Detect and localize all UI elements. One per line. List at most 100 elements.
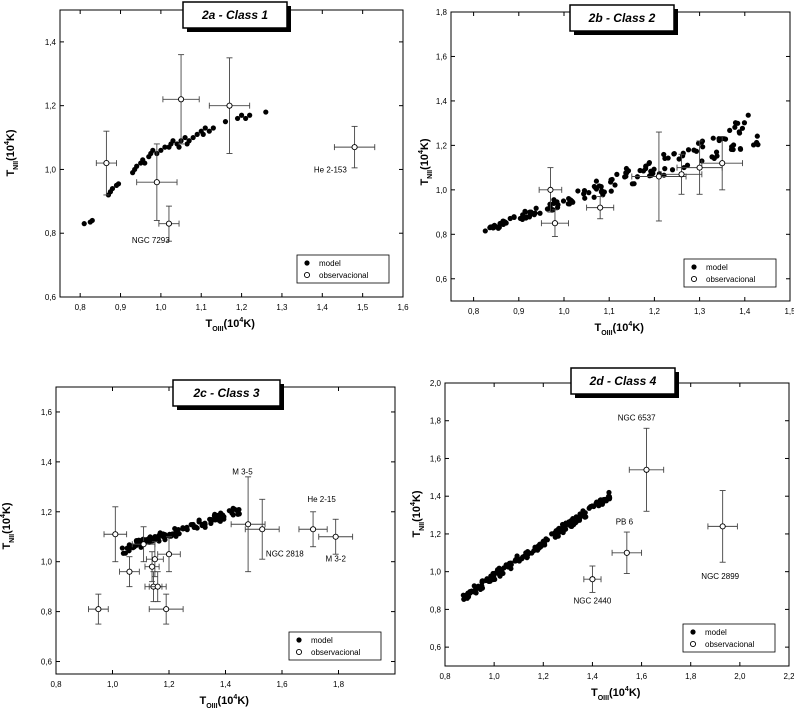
y-tick-label: 1,4 <box>436 97 448 106</box>
legend-observed-marker <box>689 640 697 648</box>
title-box <box>182 1 288 29</box>
y-tick-label: 0,8 <box>436 230 448 239</box>
model-point <box>473 590 479 596</box>
observed-point <box>244 498 280 560</box>
model-series <box>119 505 242 556</box>
chart-panel-3: 0,8 1,0 1,2 1,4 1,6 1,8 0,6 0,8 1,0 1,2 1,4 1,6 TOII… <box>0 379 396 710</box>
observed-marker <box>696 164 703 171</box>
model-point <box>482 228 488 234</box>
observed-point <box>701 136 743 191</box>
y-axis-label: TNII(104K) <box>4 129 20 176</box>
model-point <box>234 115 241 122</box>
observed-marker <box>245 521 252 528</box>
model-point <box>736 129 742 135</box>
x-axis-label: TOIII(104K) <box>591 686 641 702</box>
chart-panel-1: 0,8 0,9 1,0 1,1 1,2 1,3 1,4 1,5 1,6 0,6 0,8 1,0 1,2 1… <box>4 1 409 333</box>
model-point <box>182 134 188 141</box>
x-tick-label: 1,4 <box>587 672 599 681</box>
x-tick-label: 0,8 <box>468 307 480 316</box>
legend-observed-marker <box>295 648 303 656</box>
model-point <box>180 525 186 531</box>
model-point <box>235 507 242 513</box>
observed-marker <box>589 576 596 583</box>
y-tick-label: 1,2 <box>436 141 448 150</box>
model-point <box>598 184 604 190</box>
x-tick-label: 1,4 <box>317 303 329 312</box>
x-tick-label: 1,3 <box>694 307 706 316</box>
model-point <box>522 209 529 215</box>
model-point <box>190 521 196 528</box>
model-point <box>491 223 497 229</box>
object-label: M 3-5 <box>232 467 253 476</box>
legend: model observacional <box>288 631 382 661</box>
y-tick-label: 0,6 <box>45 293 57 302</box>
legend-box <box>296 254 390 284</box>
model-point <box>685 147 692 153</box>
observed-point <box>660 153 703 195</box>
observed-point <box>586 196 615 220</box>
model-point <box>202 125 208 131</box>
model-point <box>170 138 176 144</box>
chart-title: 2b - Class 2 <box>588 11 656 25</box>
object-label: NGC 2818 <box>266 550 304 559</box>
observed-point <box>333 125 376 169</box>
model-point <box>238 112 245 118</box>
model-point <box>623 165 630 172</box>
observed-marker <box>178 96 185 103</box>
model-point <box>196 517 202 523</box>
observed-marker <box>332 533 339 540</box>
x-tick-label: 1,4 <box>220 680 232 689</box>
model-point <box>661 172 667 178</box>
model-point <box>475 583 481 589</box>
model-point <box>247 112 253 118</box>
observed-marker <box>95 606 102 613</box>
object-label: NGC 6537 <box>618 414 656 423</box>
x-tick-label: 1,4 <box>739 307 751 316</box>
x-tick-label: 1,6 <box>276 680 288 689</box>
observed-point <box>157 536 181 573</box>
model-point <box>162 537 168 543</box>
y-tick-label: 2,0 <box>430 379 442 388</box>
model-point <box>594 499 600 505</box>
x-tick-label: 1,6 <box>636 672 648 681</box>
x-tick-label: 1,0 <box>155 303 167 312</box>
observed-point <box>145 541 164 578</box>
x-tick-label: 1,2 <box>649 307 661 316</box>
model-point <box>560 529 566 536</box>
x-tick-label: 1,8 <box>333 680 345 689</box>
model-point <box>563 521 570 527</box>
model-point <box>586 190 592 196</box>
model-point <box>745 112 751 118</box>
model-point <box>487 225 493 231</box>
x-axis-label: TOIII(104K) <box>206 317 256 333</box>
y-tick-label: 1,6 <box>41 408 53 417</box>
model-point <box>591 194 597 200</box>
observed-point <box>631 131 687 222</box>
model-point <box>544 537 550 543</box>
x-tick-label: 1,6 <box>397 303 409 312</box>
y-tick-label: 1,0 <box>45 165 57 174</box>
model-point <box>716 135 722 142</box>
observed-marker <box>623 549 630 556</box>
model-point <box>730 146 736 153</box>
observed-point <box>583 565 602 593</box>
legend-model-label: model <box>706 263 728 272</box>
model-point <box>640 168 647 174</box>
legend-observed-label: observacional <box>706 275 756 284</box>
observed-marker <box>551 220 559 227</box>
model-point <box>730 142 737 148</box>
model-point <box>134 163 140 169</box>
model-point <box>216 517 222 523</box>
y-tick-label: 1,4 <box>41 458 53 467</box>
model-point <box>544 206 551 212</box>
model-point <box>676 156 682 162</box>
y-tick-label: 0,6 <box>41 658 53 667</box>
model-point <box>710 135 716 141</box>
observed-marker <box>719 160 726 167</box>
x-tick-label: 1,2 <box>236 303 248 312</box>
model-point <box>532 210 538 216</box>
observed-marker <box>103 160 110 167</box>
observed-marker <box>148 563 156 570</box>
model-point <box>465 594 472 600</box>
